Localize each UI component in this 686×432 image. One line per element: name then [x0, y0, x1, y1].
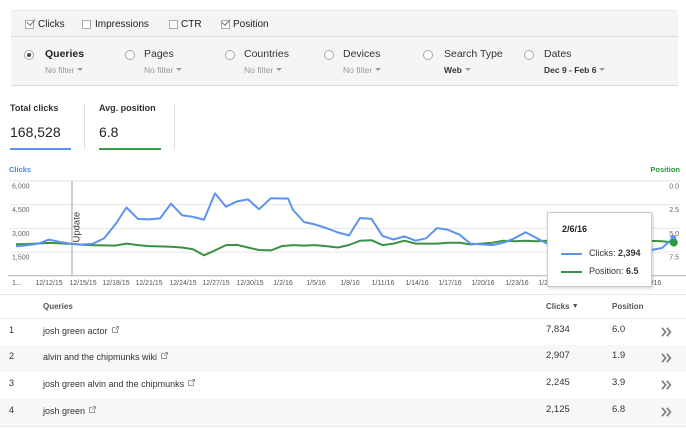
- svg-text:12/18/15: 12/18/15: [102, 280, 129, 287]
- svg-text:12/24/15: 12/24/15: [169, 280, 196, 287]
- svg-text:3,000: 3,000: [12, 231, 30, 238]
- svg-text:12/27/15: 12/27/15: [202, 280, 229, 287]
- svg-text:12/15/15: 12/15/15: [69, 280, 96, 287]
- svg-text:Update: Update: [72, 212, 83, 243]
- svg-text:1/23/16: 1/23/16: [505, 280, 528, 287]
- svg-text:7.5: 7.5: [669, 255, 679, 262]
- svg-text:2.5: 2.5: [669, 207, 679, 214]
- svg-text:1...: 1...: [12, 280, 22, 287]
- svg-text:12/21/15: 12/21/15: [135, 280, 162, 287]
- svg-text:1/8/16: 1/8/16: [340, 280, 360, 287]
- svg-text:6,000: 6,000: [12, 184, 30, 191]
- svg-text:12/12/15: 12/12/15: [35, 280, 62, 287]
- svg-text:1/14/16: 1/14/16: [405, 280, 428, 287]
- svg-text:12/30/15: 12/30/15: [236, 280, 263, 287]
- svg-text:1/2/16: 1/2/16: [273, 280, 293, 287]
- svg-text:1/20/16: 1/20/16: [471, 280, 494, 287]
- svg-text:0.0: 0.0: [669, 184, 679, 191]
- svg-text:1/11/16: 1/11/16: [372, 280, 395, 287]
- svg-text:5.0: 5.0: [669, 231, 679, 238]
- svg-text:1/5/16: 1/5/16: [306, 280, 326, 287]
- svg-text:1/17/16: 1/17/16: [438, 280, 461, 287]
- svg-text:4,500: 4,500: [12, 207, 30, 214]
- svg-text:1,500: 1,500: [12, 255, 30, 262]
